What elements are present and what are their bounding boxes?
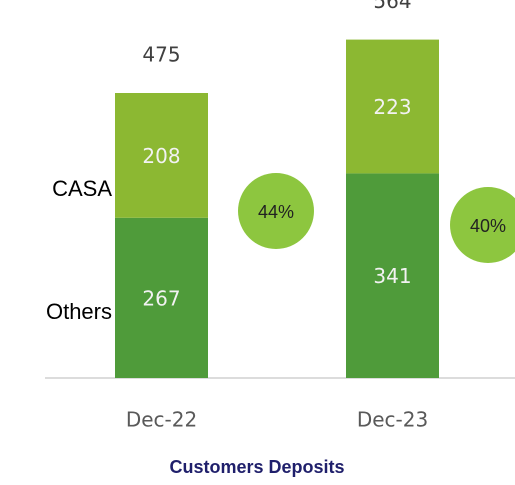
x-tick-label: Dec-22 [126, 408, 197, 432]
total-label: 564 [373, 0, 411, 13]
series-label: CASA [52, 176, 112, 201]
share-label: 44% [258, 202, 294, 222]
value-label: 208 [142, 144, 180, 168]
chart-title: Customers Deposits [169, 457, 344, 477]
share-circle [450, 187, 515, 263]
value-label: 223 [373, 95, 411, 119]
bar-segment [115, 217, 208, 378]
share-circle [238, 173, 314, 249]
bar-segment [115, 93, 208, 218]
share-label: 40% [470, 216, 506, 236]
bar-segment [346, 173, 439, 378]
bar-segment [346, 39, 439, 174]
total-label: 475 [142, 43, 180, 67]
x-tick-label: Dec-23 [357, 408, 428, 432]
series-label: Others [46, 299, 112, 324]
value-label: 341 [373, 264, 411, 288]
value-label: 267 [142, 286, 180, 310]
